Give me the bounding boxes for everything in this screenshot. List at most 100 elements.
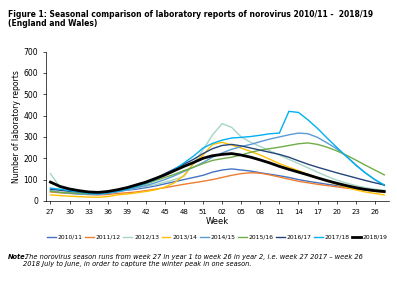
2012/13 (344, 181, 349, 185)
Text: Figure 1: Seasonal comparison of laboratory reports of norovirus 2010/11 -  2018: Figure 1: Seasonal comparison of laborat… (8, 10, 373, 19)
2010/11 (134, 187, 139, 191)
2018/19 (96, 191, 100, 194)
2011/12 (372, 190, 377, 193)
2011/12 (334, 185, 339, 189)
2016/17 (162, 172, 167, 175)
2015/16 (372, 168, 377, 172)
2010/11 (96, 191, 100, 195)
2018/19 (210, 154, 215, 158)
2011/12 (124, 191, 129, 195)
2012/13 (296, 162, 301, 165)
2012/13 (162, 181, 167, 184)
2011/12 (296, 180, 301, 183)
2011/12 (86, 193, 91, 196)
2013/14 (220, 141, 225, 144)
2015/16 (191, 166, 196, 169)
2014/15 (96, 193, 100, 196)
2010/11 (48, 180, 53, 183)
2013/14 (325, 180, 330, 183)
2013/14 (124, 192, 129, 196)
2015/16 (239, 153, 244, 157)
2011/12 (268, 173, 272, 177)
2014/15 (229, 148, 234, 151)
2013/14 (86, 195, 91, 199)
2011/12 (77, 192, 81, 196)
2017/18 (325, 136, 330, 140)
2017/18 (162, 173, 167, 177)
2016/17 (143, 181, 148, 185)
2011/12 (239, 172, 244, 175)
2015/16 (105, 191, 110, 194)
2014/15 (86, 193, 91, 196)
2016/17 (181, 162, 186, 166)
2014/15 (277, 135, 282, 139)
2011/12 (229, 174, 234, 177)
Line: 2010/11: 2010/11 (50, 169, 384, 193)
2015/16 (134, 185, 139, 188)
2018/19 (315, 176, 320, 180)
2012/13 (277, 153, 282, 157)
2015/16 (277, 146, 282, 149)
2015/16 (172, 172, 177, 176)
2013/14 (143, 190, 148, 193)
2016/17 (353, 176, 358, 180)
2012/13 (220, 122, 225, 125)
2010/11 (334, 184, 339, 187)
2018/19 (143, 181, 148, 184)
2012/13 (353, 184, 358, 187)
Line: 2011/12: 2011/12 (50, 173, 384, 195)
2013/14 (134, 191, 139, 195)
2015/16 (334, 149, 339, 152)
2011/12 (105, 193, 110, 196)
2018/19 (58, 185, 62, 188)
2016/17 (48, 187, 53, 191)
2017/18 (220, 138, 225, 142)
2013/14 (105, 195, 110, 198)
2018/19 (162, 173, 167, 177)
2018/19 (372, 189, 377, 192)
2017/18 (277, 131, 282, 135)
2013/14 (210, 143, 215, 146)
2010/11 (153, 184, 158, 188)
2013/14 (239, 146, 244, 150)
2010/11 (229, 167, 234, 171)
2016/17 (268, 151, 272, 154)
2018/19 (239, 153, 244, 157)
2017/18 (249, 135, 253, 138)
2013/14 (382, 193, 387, 197)
Legend: 2010/11, 2011/12, 2012/13, 2013/14, 2014/15, 2015/16, 2016/17, 2017/18, 2018/19: 2010/11, 2011/12, 2012/13, 2013/14, 2014… (44, 232, 390, 242)
Line: 2017/18: 2017/18 (50, 111, 384, 194)
2015/16 (325, 146, 330, 149)
2015/16 (268, 147, 272, 150)
2011/12 (134, 190, 139, 194)
2018/19 (325, 179, 330, 182)
2013/14 (344, 185, 349, 189)
2013/14 (372, 192, 377, 195)
2013/14 (153, 188, 158, 191)
2016/17 (96, 191, 100, 194)
2011/12 (48, 190, 53, 194)
Line: 2016/17: 2016/17 (50, 144, 384, 192)
2015/16 (363, 163, 368, 167)
2010/11 (268, 172, 272, 176)
2012/13 (258, 145, 263, 148)
2015/16 (115, 189, 119, 192)
2014/15 (134, 186, 139, 189)
2018/19 (229, 152, 234, 155)
2015/16 (210, 159, 215, 162)
2017/18 (239, 136, 244, 139)
2018/19 (277, 165, 282, 168)
2013/14 (315, 176, 320, 180)
Line: 2013/14: 2013/14 (50, 142, 384, 197)
2017/18 (134, 185, 139, 188)
2013/14 (191, 162, 196, 165)
2012/13 (268, 149, 272, 152)
2015/16 (77, 191, 81, 195)
2016/17 (86, 191, 91, 194)
2015/16 (67, 191, 72, 195)
2017/18 (96, 192, 100, 195)
2014/15 (325, 141, 330, 145)
2011/12 (315, 183, 320, 186)
2015/16 (200, 162, 205, 165)
2014/15 (372, 178, 377, 181)
